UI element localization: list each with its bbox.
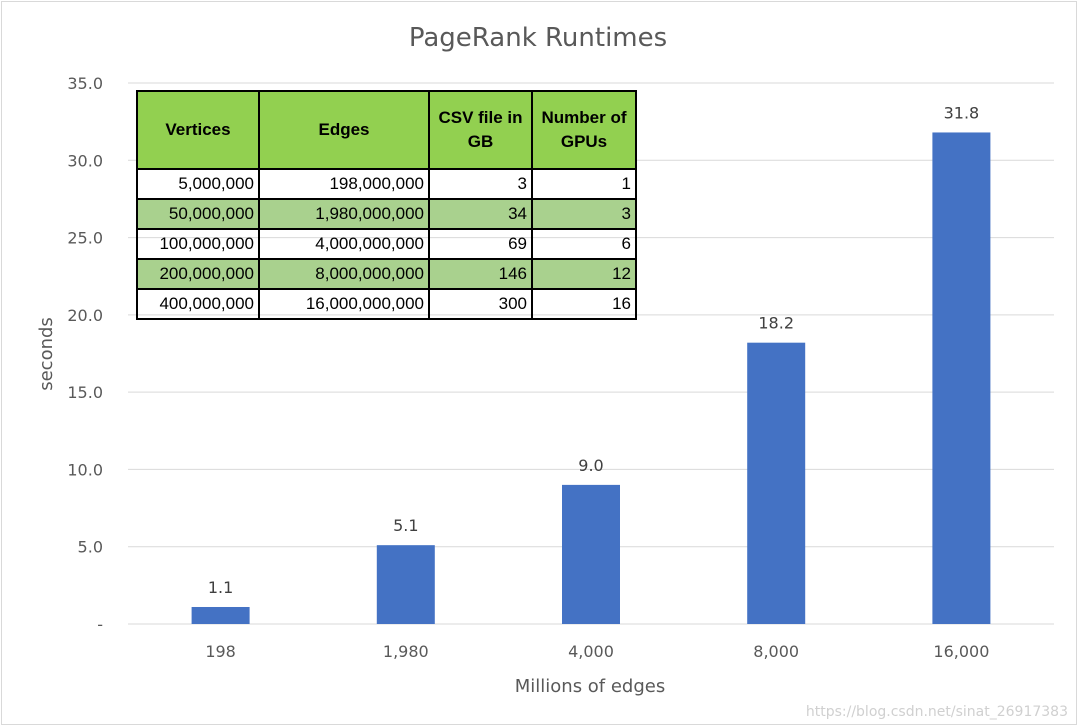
x-tick-label: 4,000 xyxy=(568,642,614,661)
x-tick-label: 198 xyxy=(205,642,236,661)
x-tick-label: 8,000 xyxy=(753,642,799,661)
data-label: 5.1 xyxy=(393,516,418,535)
bar xyxy=(932,132,991,624)
table-cell-vertices: 200,000,000 xyxy=(136,258,260,290)
table-cell-edges: 198,000,000 xyxy=(258,168,430,200)
data-label: 31.8 xyxy=(944,103,980,122)
x-tick-label: 1,980 xyxy=(383,642,429,661)
table-cell-gpus: 3 xyxy=(531,198,637,230)
y-tick-label: 25.0 xyxy=(67,229,103,248)
table-cell-edges: 4,000,000,000 xyxy=(258,228,430,260)
table-cell-gpus: 6 xyxy=(531,228,637,260)
table-row: 5,000,000 198,000,000 3 1 xyxy=(136,168,637,200)
table-header-csv-size: CSV file in GB xyxy=(428,90,533,170)
bar xyxy=(747,342,806,624)
table-header-vertices: Vertices xyxy=(136,90,260,170)
y-tick-label: 5.0 xyxy=(78,538,103,557)
table-cell-vertices: 5,000,000 xyxy=(136,168,260,200)
y-tick-label: 30.0 xyxy=(67,151,103,170)
table-row: 400,000,000 16,000,000,000 300 16 xyxy=(136,288,637,320)
table-row: 100,000,000 4,000,000,000 69 6 xyxy=(136,228,637,260)
table-cell-csv-size: 300 xyxy=(428,288,533,320)
table-cell-vertices: 400,000,000 xyxy=(136,288,260,320)
table-cell-vertices: 50,000,000 xyxy=(136,198,260,230)
table-cell-csv-size: 146 xyxy=(428,258,533,290)
y-tick-label: 15.0 xyxy=(67,383,103,402)
table-cell-edges: 16,000,000,000 xyxy=(258,288,430,320)
table-row: 200,000,000 8,000,000,000 146 12 xyxy=(136,258,637,290)
table-cell-gpus: 16 xyxy=(531,288,637,320)
table-cell-gpus: 1 xyxy=(531,168,637,200)
table-cell-csv-size: 34 xyxy=(428,198,533,230)
bars: 1.1 5.1 9.0 18.2 31.8 xyxy=(191,103,991,624)
data-label: 9.0 xyxy=(578,456,603,475)
bar xyxy=(562,484,620,624)
y-axis-ticks: - 5.0 10.0 15.0 20.0 25.0 30.0 35.0 xyxy=(67,74,103,634)
table-header-gpus: Number of GPUs xyxy=(531,90,637,170)
y-tick-label: 35.0 xyxy=(67,74,103,93)
table-row: 50,000,000 1,980,000,000 34 3 xyxy=(136,198,637,230)
y-tick-label: - xyxy=(97,615,103,634)
y-tick-label: 20.0 xyxy=(67,306,103,325)
table-header-row: Vertices Edges CSV file in GB Number of … xyxy=(136,90,637,170)
y-axis-label: seconds xyxy=(36,317,57,391)
table-cell-gpus: 12 xyxy=(531,258,637,290)
table-cell-edges: 1,980,000,000 xyxy=(258,198,430,230)
table-cell-csv-size: 69 xyxy=(428,228,533,260)
table-cell-csv-size: 3 xyxy=(428,168,533,200)
dataset-table: Vertices Edges CSV file in GB Number of … xyxy=(136,90,637,320)
bar xyxy=(376,545,435,624)
data-label: 1.1 xyxy=(208,578,233,597)
chart-title: PageRank Runtimes xyxy=(409,23,667,53)
bar xyxy=(191,606,250,624)
table-header-edges: Edges xyxy=(258,90,430,170)
watermark-text: https://blog.csdn.net/sinat_26917383 xyxy=(806,704,1068,720)
y-tick-label: 10.0 xyxy=(67,460,103,479)
table-cell-edges: 8,000,000,000 xyxy=(258,258,430,290)
x-axis-label: Millions of edges xyxy=(515,676,666,697)
table-cell-vertices: 100,000,000 xyxy=(136,228,260,260)
x-tick-label: 16,000 xyxy=(933,642,989,661)
data-label: 18.2 xyxy=(758,314,794,333)
x-axis-ticks: 198 1,980 4,000 8,000 16,000 xyxy=(205,642,989,661)
